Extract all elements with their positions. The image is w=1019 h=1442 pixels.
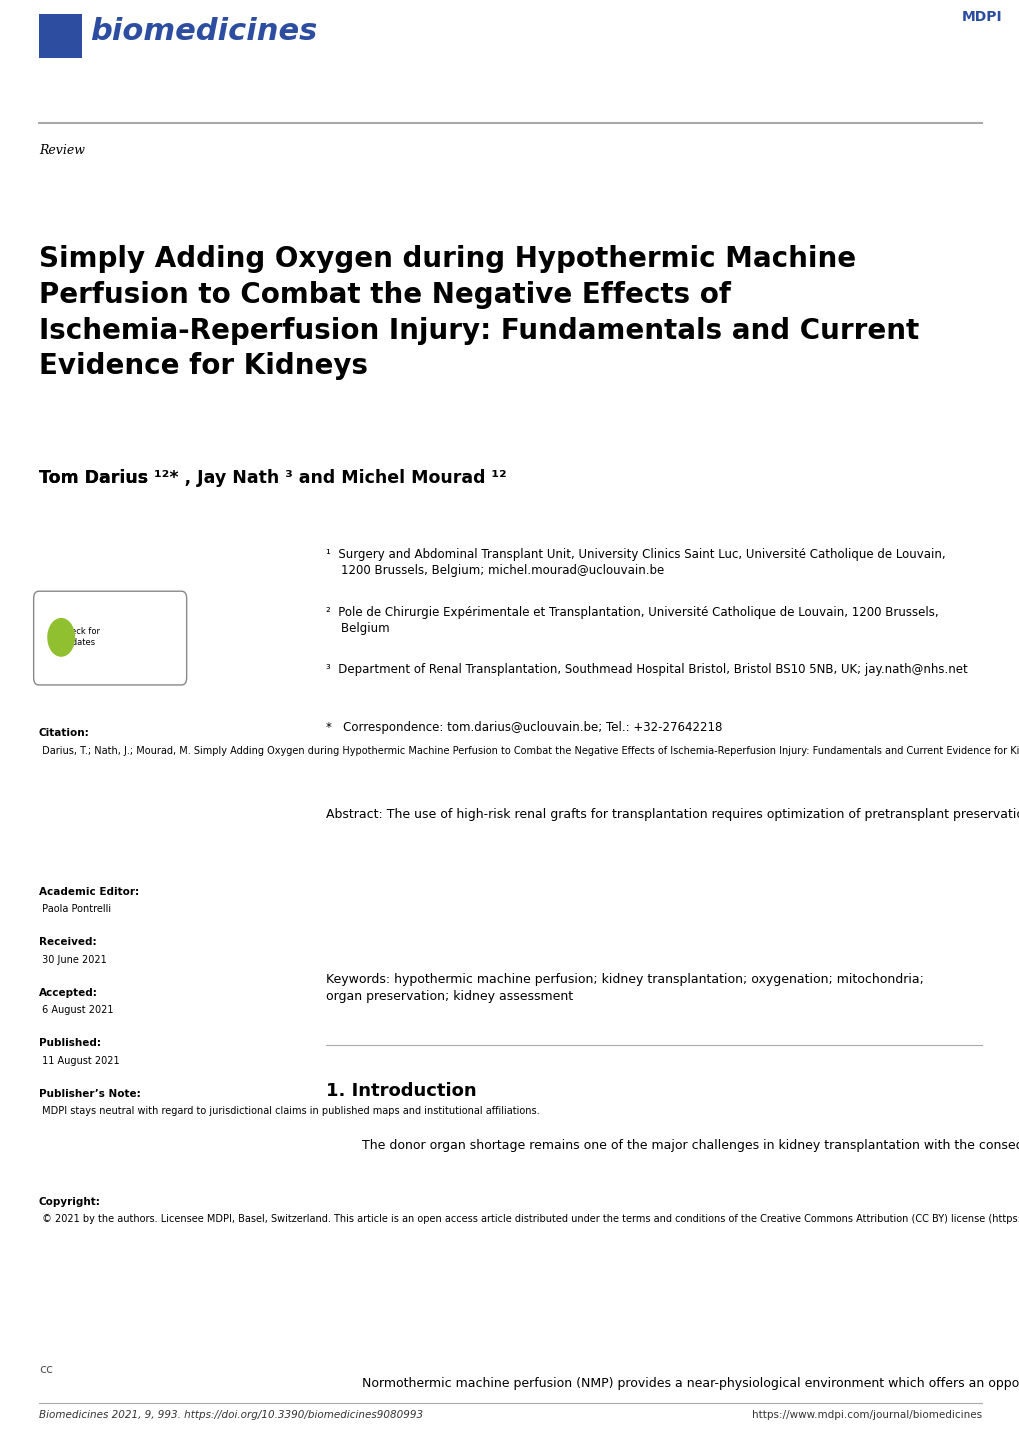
Text: Published:: Published:	[39, 1038, 101, 1048]
Text: © 2021 by the authors. Licensee MDPI, Basel, Switzerland. This article is an ope: © 2021 by the authors. Licensee MDPI, Ba…	[39, 1214, 1019, 1224]
Text: Citation:: Citation:	[39, 728, 90, 738]
Text: 30 June 2021: 30 June 2021	[39, 955, 106, 965]
Text: 11 August 2021: 11 August 2021	[39, 1056, 119, 1066]
Text: ¹  Surgery and Abdominal Transplant Unit, University Clinics Saint Luc, Universi: ¹ Surgery and Abdominal Transplant Unit,…	[326, 548, 945, 577]
Text: Academic Editor:: Academic Editor:	[39, 887, 139, 897]
Text: cc: cc	[39, 1363, 53, 1376]
FancyBboxPatch shape	[39, 14, 82, 58]
Text: Darius, T.; Nath, J.; Mourad, M. Simply Adding Oxygen during Hypothermic Machine: Darius, T.; Nath, J.; Mourad, M. Simply …	[39, 746, 1019, 756]
Text: Biomedicines 2021, 9, 993. https://doi.org/10.3390/biomedicines9080993: Biomedicines 2021, 9, 993. https://doi.o…	[39, 1410, 423, 1420]
Text: Normothermic machine perfusion (NMP) provides a near-physiological environment w: Normothermic machine perfusion (NMP) pro…	[362, 1377, 1019, 1390]
Text: Paola Pontrelli: Paola Pontrelli	[39, 904, 111, 914]
Text: Simply Adding Oxygen during Hypothermic Machine
Perfusion to Combat the Negative: Simply Adding Oxygen during Hypothermic …	[39, 245, 918, 381]
Text: ²  Pole de Chirurgie Expérimentale et Transplantation, Université Catholique de : ² Pole de Chirurgie Expérimentale et Tra…	[326, 606, 938, 634]
Text: ³  Department of Renal Transplantation, Southmead Hospital Bristol, Bristol BS10: ³ Department of Renal Transplantation, S…	[326, 663, 967, 676]
Text: biomedicines: biomedicines	[90, 17, 317, 46]
Text: Review: Review	[39, 144, 85, 157]
Text: 6 August 2021: 6 August 2021	[39, 1005, 113, 1015]
Text: MDPI stays neutral with regard to jurisdictional claims in published maps and in: MDPI stays neutral with regard to jurisd…	[39, 1106, 539, 1116]
Text: 1. Introduction: 1. Introduction	[326, 1082, 477, 1099]
Text: Tom Darius: Tom Darius	[39, 469, 154, 486]
Text: https://www.mdpi.com/journal/biomedicines: https://www.mdpi.com/journal/biomedicine…	[751, 1410, 981, 1420]
Text: check for
updates: check for updates	[61, 627, 100, 646]
Text: MDPI: MDPI	[961, 10, 1002, 25]
Text: Accepted:: Accepted:	[39, 988, 98, 998]
Text: Tom Darius ¹²* , Jay Nath ³ and Michel Mourad ¹²: Tom Darius ¹²* , Jay Nath ³ and Michel M…	[39, 469, 506, 486]
Text: Keywords: hypothermic machine perfusion; kidney transplantation; oxygenation; mi: Keywords: hypothermic machine perfusion;…	[326, 973, 923, 1004]
Circle shape	[48, 619, 74, 656]
Text: Received:: Received:	[39, 937, 96, 947]
FancyBboxPatch shape	[34, 591, 186, 685]
Text: *   Correspondence: tom.darius@uclouvain.be; Tel.: +32-27642218: * Correspondence: tom.darius@uclouvain.b…	[326, 721, 722, 734]
Text: Abstract: The use of high-risk renal grafts for transplantation requires optimiz: Abstract: The use of high-risk renal gra…	[326, 808, 1019, 820]
Text: Publisher’s Note:: Publisher’s Note:	[39, 1089, 141, 1099]
Text: Copyright:: Copyright:	[39, 1197, 101, 1207]
Text: The donor organ shortage remains one of the major challenges in kidney transplan: The donor organ shortage remains one of …	[362, 1139, 1019, 1152]
